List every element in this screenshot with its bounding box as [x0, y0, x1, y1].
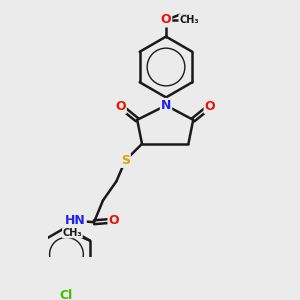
Text: O: O	[205, 100, 215, 113]
Text: —: —	[181, 9, 191, 19]
Text: O: O	[109, 214, 119, 227]
Text: Cl: Cl	[60, 290, 73, 300]
Text: S: S	[121, 154, 130, 167]
Text: N: N	[161, 99, 171, 112]
Text: HN: HN	[65, 214, 86, 227]
Text: CH₃: CH₃	[179, 15, 199, 25]
Text: O: O	[161, 14, 171, 26]
Text: CH₃: CH₃	[63, 228, 82, 238]
Text: O: O	[115, 100, 126, 113]
